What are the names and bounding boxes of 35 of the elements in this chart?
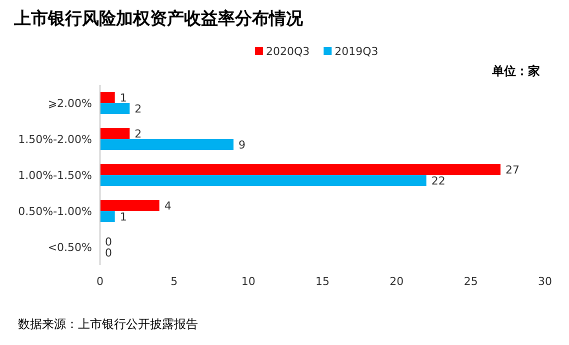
y-tick-label: 0.50%-1.00% bbox=[18, 205, 92, 218]
bar bbox=[100, 92, 115, 103]
x-tick-label: 10 bbox=[241, 275, 256, 288]
y-tick-label: ⩾2.00% bbox=[48, 97, 92, 110]
data-label: 0 bbox=[105, 246, 112, 260]
bar bbox=[100, 128, 130, 139]
x-tick-label: 5 bbox=[170, 275, 178, 288]
bar bbox=[100, 139, 234, 150]
x-tick-label: 25 bbox=[464, 275, 478, 288]
legend-label: 2019Q3 bbox=[334, 45, 378, 58]
chart-title: 上市银行风险加权资产收益率分布情况 bbox=[13, 9, 304, 29]
x-tick-label: 0 bbox=[96, 275, 104, 288]
data-label: 4 bbox=[164, 200, 172, 212]
data-label: 22 bbox=[431, 174, 446, 188]
bar bbox=[100, 211, 115, 222]
data-label: 27 bbox=[506, 164, 520, 176]
bar bbox=[100, 200, 160, 211]
data-label: 2 bbox=[134, 102, 142, 116]
data-label: 0 bbox=[105, 236, 112, 248]
text: 单位：家 bbox=[491, 64, 540, 78]
data-label: 9 bbox=[238, 138, 246, 152]
y-tick-label: 1.00%-1.50% bbox=[18, 169, 92, 182]
bar bbox=[100, 103, 130, 114]
bar bbox=[100, 164, 500, 175]
x-tick-label: 20 bbox=[390, 275, 404, 288]
legend-label: 2020Q3 bbox=[266, 45, 310, 58]
data-label: 1 bbox=[120, 210, 127, 224]
bar bbox=[100, 175, 426, 186]
y-tick-label: 1.50%-2.00% bbox=[18, 133, 92, 146]
y-tick-label: <0.50% bbox=[48, 241, 92, 254]
x-tick-label: 15 bbox=[316, 275, 330, 288]
source-note: 数据来源：上市银行公开披露报告 bbox=[18, 317, 198, 331]
data-label: 2 bbox=[134, 128, 142, 140]
x-tick-label: 30 bbox=[538, 275, 552, 288]
data-label: 1 bbox=[120, 92, 127, 104]
